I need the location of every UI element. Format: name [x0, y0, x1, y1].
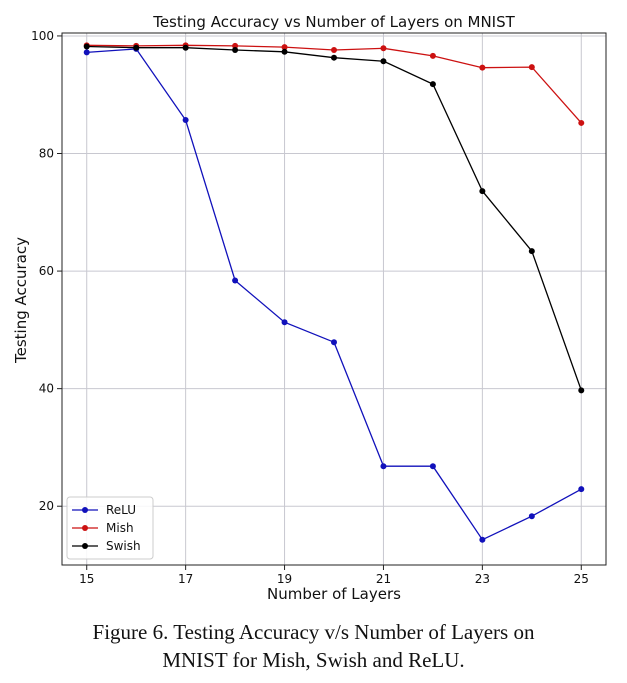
- data-point-relu: [380, 463, 387, 470]
- x-tick-label: 23: [475, 572, 490, 586]
- legend-label-swish: Swish: [106, 539, 141, 553]
- y-tick-label: 40: [39, 382, 54, 396]
- data-point-relu: [182, 117, 189, 124]
- data-point-swish: [429, 81, 436, 88]
- series-relu: [83, 45, 585, 543]
- y-tick-label: 100: [31, 29, 54, 43]
- legend-item-mish: Mish: [72, 521, 134, 535]
- x-tick-label: 19: [277, 572, 292, 586]
- line-chart: 15 17 19 21 23 25 20 40 60 80 100 Testing Accuracy…: [12, 13, 607, 603]
- data-point-mish: [528, 64, 535, 71]
- legend-marker-mish: [82, 525, 88, 531]
- data-point-relu: [479, 536, 486, 543]
- legend-label-mish: Mish: [106, 521, 134, 535]
- data-point-relu: [83, 49, 90, 56]
- data-point-swish: [133, 44, 140, 51]
- data-point-swish: [380, 58, 387, 65]
- data-point-swish: [578, 387, 585, 394]
- data-point-swish: [331, 54, 337, 61]
- data-point-mish: [479, 64, 486, 71]
- x-tick-label: 21: [376, 572, 391, 586]
- chart-title: Testing Accuracy vs Number of Layers on …: [152, 13, 515, 31]
- legend: ReLU Mish Swish: [66, 496, 154, 560]
- plot-frame: [61, 32, 607, 566]
- data-point-mish: [331, 47, 337, 54]
- series-group: [83, 42, 585, 543]
- legend-item-swish: Swish: [72, 539, 141, 553]
- series-line-relu: [86, 48, 582, 541]
- data-point-relu: [331, 339, 337, 346]
- x-tick-label: 25: [574, 572, 589, 586]
- grid: [62, 33, 606, 565]
- data-point-mish: [380, 45, 387, 52]
- data-point-swish: [232, 47, 239, 54]
- legend-marker-relu: [82, 507, 88, 513]
- data-point-swish: [83, 43, 90, 50]
- series-swish: [83, 43, 585, 394]
- data-point-swish: [479, 188, 486, 195]
- legend-marker-swish: [82, 543, 88, 549]
- data-point-relu: [429, 463, 436, 470]
- data-point-mish: [232, 42, 239, 49]
- caption-line-1: Figure 6. Testing Accuracy v/s Number of…: [92, 620, 535, 644]
- data-point-relu: [528, 513, 535, 520]
- legend-box: [66, 496, 154, 560]
- x-tick-label: 17: [178, 572, 193, 586]
- caption-line-2: MNIST for Mish, Swish and ReLU.: [162, 648, 465, 672]
- data-point-mish: [429, 52, 436, 59]
- y-tick-label: 60: [39, 264, 54, 278]
- legend-label-relu: ReLU: [106, 503, 136, 517]
- data-point-relu: [232, 277, 239, 284]
- y-tick-label: 80: [39, 147, 54, 161]
- y-axis-label: Testing Accuracy: [12, 237, 30, 364]
- figure-caption: Figure 6. Testing Accuracy v/s Number of…: [0, 618, 627, 674]
- data-point-mish: [281, 44, 288, 51]
- data-point-swish: [528, 248, 535, 255]
- legend-item-relu: ReLU: [72, 503, 136, 517]
- data-point-mish: [578, 119, 585, 126]
- y-tick-label: 20: [39, 499, 54, 513]
- series-line-swish: [86, 45, 582, 391]
- x-axis-label: Number of Layers: [267, 585, 401, 603]
- axis-ticks: 15 17 19 21 23 25 20 40 60 80 100: [31, 29, 589, 586]
- data-point-relu: [281, 319, 288, 326]
- data-point-swish: [281, 48, 288, 55]
- data-point-swish: [182, 44, 189, 51]
- x-tick-label: 15: [79, 572, 94, 586]
- data-point-relu: [578, 486, 585, 493]
